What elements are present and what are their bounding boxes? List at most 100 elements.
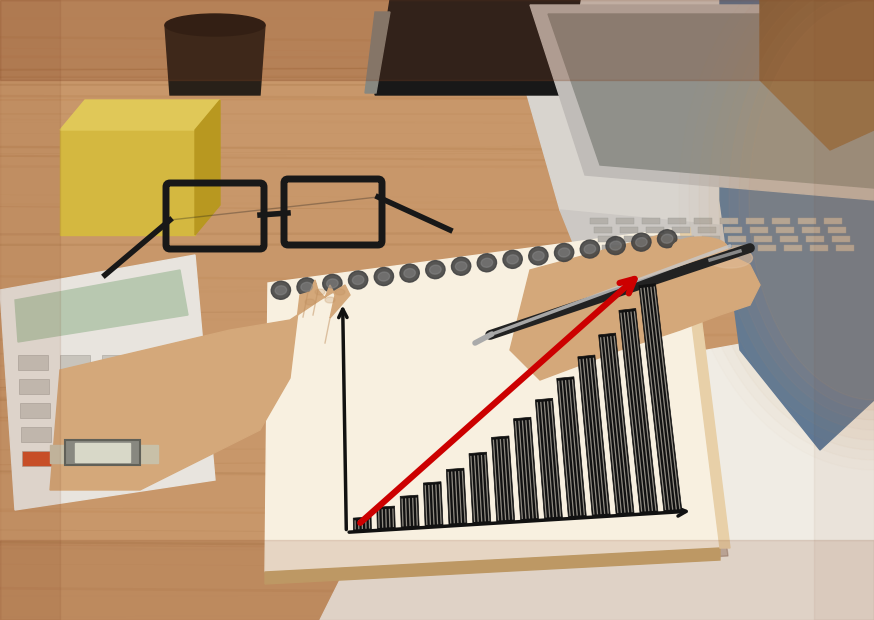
Ellipse shape: [707, 248, 753, 268]
Ellipse shape: [275, 286, 287, 294]
Bar: [21, 427, 51, 442]
Bar: [75, 443, 130, 462]
Bar: [772, 218, 790, 224]
Polygon shape: [510, 235, 760, 380]
Polygon shape: [365, 12, 390, 93]
Ellipse shape: [477, 254, 496, 272]
Polygon shape: [578, 355, 610, 517]
Bar: [832, 236, 850, 242]
Polygon shape: [423, 482, 443, 528]
Bar: [0, 0, 60, 620]
Polygon shape: [273, 236, 728, 580]
Bar: [146, 403, 176, 418]
Bar: [62, 403, 92, 418]
Bar: [754, 236, 772, 242]
Polygon shape: [536, 398, 563, 520]
Bar: [598, 236, 616, 242]
Bar: [746, 218, 764, 224]
Bar: [654, 245, 672, 251]
Polygon shape: [0, 255, 215, 510]
Polygon shape: [50, 280, 350, 490]
Polygon shape: [599, 333, 635, 516]
Ellipse shape: [400, 264, 420, 282]
Ellipse shape: [352, 275, 364, 285]
Bar: [102, 355, 132, 370]
Ellipse shape: [662, 234, 673, 243]
Bar: [105, 427, 135, 442]
Bar: [780, 236, 798, 242]
Bar: [706, 245, 724, 251]
Ellipse shape: [349, 271, 368, 289]
Bar: [776, 227, 794, 233]
Ellipse shape: [335, 289, 345, 295]
Bar: [676, 236, 694, 242]
Ellipse shape: [315, 289, 325, 295]
Bar: [50, 445, 70, 463]
Polygon shape: [400, 495, 420, 529]
Bar: [650, 236, 668, 242]
Bar: [106, 451, 136, 466]
Polygon shape: [760, 0, 874, 150]
Bar: [642, 218, 660, 224]
Bar: [646, 227, 664, 233]
Bar: [624, 236, 642, 242]
Bar: [724, 227, 742, 233]
Bar: [824, 218, 842, 224]
Bar: [602, 245, 620, 251]
Bar: [620, 227, 638, 233]
Bar: [18, 355, 48, 370]
Ellipse shape: [529, 247, 548, 265]
Polygon shape: [548, 14, 874, 188]
Polygon shape: [320, 323, 874, 620]
Bar: [104, 403, 134, 418]
Bar: [22, 451, 52, 466]
Ellipse shape: [327, 279, 338, 288]
Bar: [0, 0, 874, 80]
Ellipse shape: [610, 241, 621, 250]
Polygon shape: [720, 0, 874, 450]
Ellipse shape: [481, 259, 493, 267]
Bar: [20, 403, 50, 418]
Polygon shape: [353, 517, 371, 532]
Ellipse shape: [632, 233, 651, 251]
Ellipse shape: [404, 268, 415, 278]
Polygon shape: [60, 100, 220, 130]
Bar: [628, 245, 646, 251]
Polygon shape: [60, 130, 195, 235]
Polygon shape: [500, 0, 874, 240]
Ellipse shape: [507, 255, 518, 264]
Bar: [836, 245, 854, 251]
Bar: [103, 379, 133, 394]
Bar: [758, 245, 776, 251]
Polygon shape: [469, 452, 491, 525]
Bar: [590, 218, 608, 224]
Ellipse shape: [750, 0, 874, 180]
Bar: [64, 451, 94, 466]
Bar: [720, 218, 738, 224]
Bar: [806, 236, 824, 242]
Ellipse shape: [301, 282, 312, 291]
Bar: [594, 227, 612, 233]
Bar: [144, 355, 174, 370]
Polygon shape: [165, 25, 265, 95]
Bar: [680, 245, 698, 251]
Ellipse shape: [503, 250, 523, 268]
Ellipse shape: [749, 0, 874, 400]
Polygon shape: [265, 228, 720, 572]
Bar: [145, 379, 175, 394]
Bar: [828, 227, 846, 233]
Bar: [140, 445, 158, 463]
Polygon shape: [265, 548, 720, 584]
Bar: [19, 379, 49, 394]
Ellipse shape: [635, 237, 647, 247]
Bar: [60, 355, 90, 370]
Bar: [668, 218, 686, 224]
Polygon shape: [530, 5, 874, 200]
Bar: [63, 427, 93, 442]
Ellipse shape: [672, 237, 727, 259]
Ellipse shape: [580, 240, 600, 258]
Ellipse shape: [165, 14, 265, 36]
Ellipse shape: [606, 237, 625, 255]
Ellipse shape: [584, 244, 596, 254]
Bar: [784, 245, 802, 251]
